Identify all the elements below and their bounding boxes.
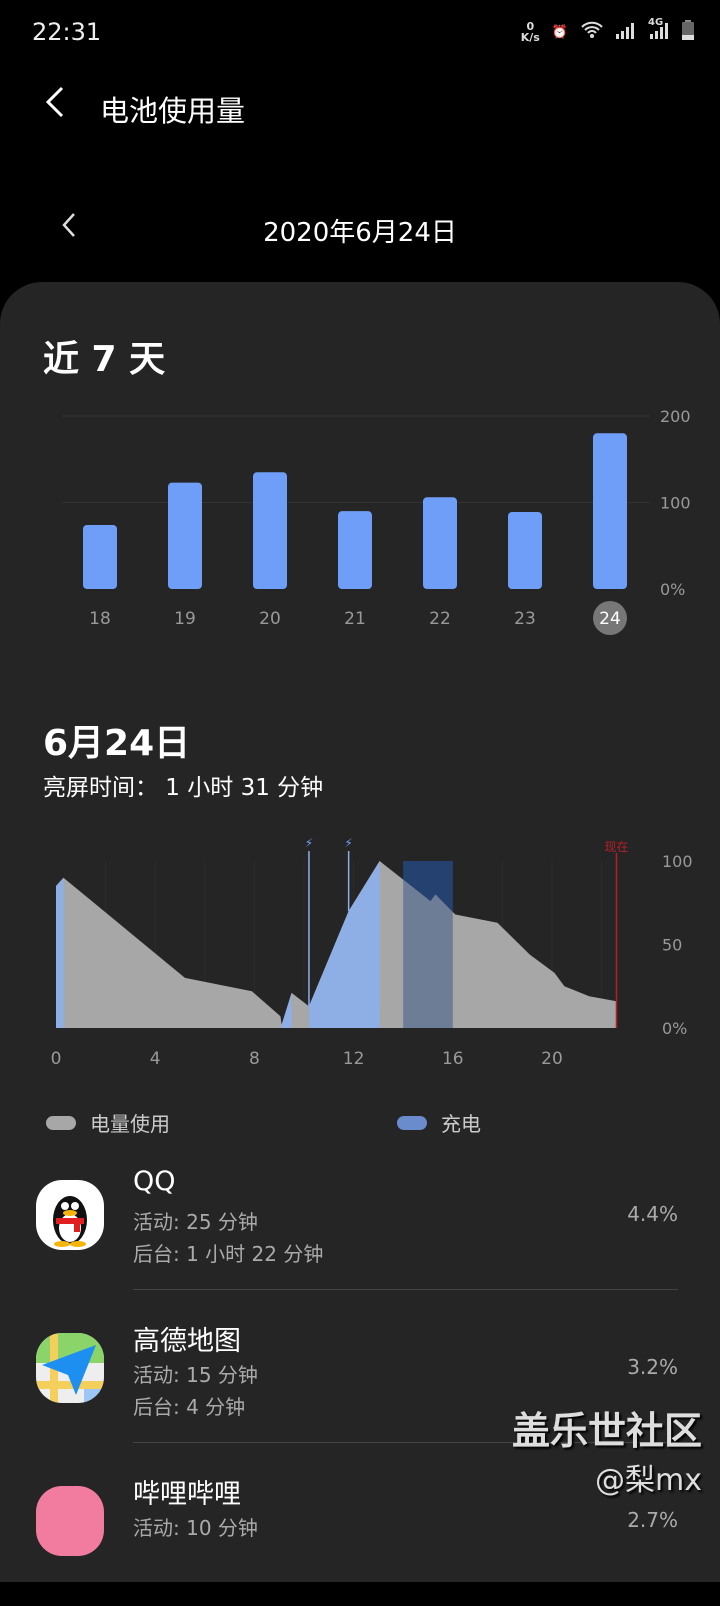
app-row-qq[interactable]: QQ 活动: 25 分钟 后台: 1 小时 22 分钟 4.4% <box>0 1150 720 1300</box>
x-tick-label: 4 <box>150 1049 161 1069</box>
charging-area <box>281 992 292 1028</box>
x-tick-label: 21 <box>344 609 366 629</box>
app-percent: 4.4% <box>627 1202 678 1226</box>
week-title: 近 7 天 <box>43 339 166 380</box>
previous-day-button[interactable] <box>58 210 82 247</box>
current-date: 2020年6月24日 <box>263 218 457 248</box>
selected-day-marker <box>593 601 627 635</box>
legend-usage-label: 电量使用 <box>90 1112 170 1136</box>
x-tick-label: 16 <box>442 1049 464 1069</box>
page-title: 电池使用量 <box>100 94 246 128</box>
app-percent: 2.7% <box>627 1508 678 1532</box>
x-tick-label: 19 <box>174 609 196 629</box>
bilibili-icon <box>36 1486 104 1556</box>
legend-charging: 充电 <box>397 1108 481 1137</box>
y-tick-label: 200 <box>660 407 691 426</box>
x-tick-label: 22 <box>429 609 451 629</box>
signal-icon <box>616 21 636 43</box>
amap-icon <box>36 1333 104 1403</box>
watermark-author: @梨mx <box>595 1463 702 1498</box>
app-active-time: 活动: 10 分钟 <box>133 1516 258 1540</box>
x-tick-label: 20 <box>259 609 281 629</box>
wifi-icon <box>580 21 604 43</box>
bar <box>83 524 117 589</box>
x-tick-label: 12 <box>343 1049 365 1069</box>
back-button[interactable] <box>40 84 70 129</box>
app-background-time: 后台: 1 小时 22 分钟 <box>133 1242 324 1266</box>
x-tick-label: 18 <box>89 609 111 629</box>
y-tick-label: 0% <box>660 580 685 599</box>
app-background-time: 后台: 4 分钟 <box>133 1395 246 1419</box>
screen-time: 亮屏时间： 1 小时 31 分钟 <box>43 775 324 801</box>
battery-icon <box>682 20 694 44</box>
bar <box>168 482 202 589</box>
charging-area <box>308 861 380 1028</box>
bar <box>508 512 542 589</box>
app-percent: 3.2% <box>627 1355 678 1379</box>
status-time: 22:31 <box>32 18 102 46</box>
y-tick-label: 50 <box>662 936 682 955</box>
app-name: 哔哩哔哩 <box>133 1479 241 1510</box>
signal-4g-icon: 4G <box>648 17 670 43</box>
x-tick-label: 0 <box>51 1049 62 1069</box>
charging-area <box>56 877 64 1028</box>
bar <box>423 497 457 589</box>
app-name: 高德地图 <box>133 1326 241 1357</box>
daily-battery-chart: ⚡ ⚡ 现在 100 50 0% 0 4 8 12 16 20 <box>51 836 693 1069</box>
x-tick-label: 23 <box>514 609 536 629</box>
x-tick-label: 24 <box>599 609 621 629</box>
app-active-time: 活动: 15 分钟 <box>133 1363 258 1387</box>
status-icons: 0 K/s ⏰ 4G <box>520 17 694 44</box>
qq-icon <box>36 1180 104 1250</box>
y-tick-label: 100 <box>662 852 693 871</box>
usage-swatch <box>46 1115 76 1130</box>
divider <box>133 1442 678 1443</box>
bar <box>338 511 372 589</box>
lightning-icon: ⚡ <box>305 836 313 850</box>
app-name: QQ <box>133 1166 176 1197</box>
weekly-bar-chart: 200 100 0% 18 19 20 21 22 23 24 <box>62 407 691 635</box>
bar <box>593 433 627 589</box>
lightning-icon: ⚡ <box>344 836 352 850</box>
watermark-title: 盖乐世社区 <box>511 1409 702 1453</box>
now-label: 现在 <box>604 840 628 854</box>
x-tick-label: 20 <box>541 1049 563 1069</box>
divider <box>133 1289 678 1290</box>
app-row-amap[interactable]: 高德地图 活动: 15 分钟 后台: 4 分钟 3.2% <box>0 1303 720 1453</box>
net-speed: 0 K/s <box>520 20 540 44</box>
day-title: 6月24日 <box>43 723 191 764</box>
alarm-icon: ⏰ <box>551 24 568 40</box>
x-tick-label: 8 <box>249 1049 260 1069</box>
bar <box>253 472 287 589</box>
charging-swatch <box>397 1115 427 1130</box>
selected-range-overlay <box>403 861 453 1028</box>
y-tick-label: 100 <box>660 494 691 513</box>
legend-charging-label: 充电 <box>441 1112 481 1136</box>
app-active-time: 活动: 25 分钟 <box>133 1210 258 1234</box>
legend-usage: 电量使用 <box>46 1108 170 1137</box>
y-tick-label: 0% <box>662 1019 687 1038</box>
